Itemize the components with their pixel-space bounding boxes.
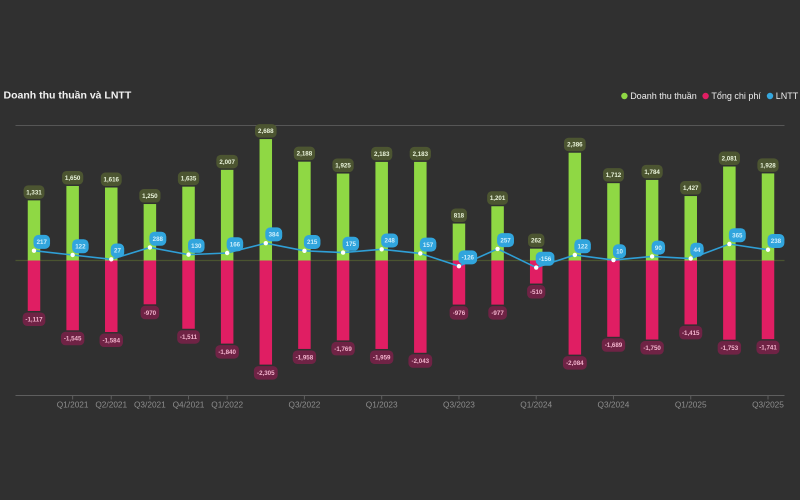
svg-text:365: 365 — [732, 232, 743, 239]
svg-text:2,081: 2,081 — [722, 155, 738, 162]
svg-text:2,688: 2,688 — [258, 128, 274, 135]
svg-text:157: 157 — [423, 242, 434, 249]
svg-text:2,183: 2,183 — [374, 151, 390, 158]
svg-text:Q1/2023: Q1/2023 — [366, 400, 398, 410]
svg-text:-2,043: -2,043 — [412, 358, 430, 365]
svg-text:-1,741: -1,741 — [759, 345, 777, 352]
svg-text:-977: -977 — [491, 310, 504, 317]
svg-text:-1,545: -1,545 — [64, 336, 82, 343]
svg-text:Q3/2021: Q3/2021 — [134, 400, 166, 410]
svg-text:122: 122 — [577, 243, 588, 250]
svg-text:10: 10 — [616, 248, 623, 255]
svg-text:-970: -970 — [144, 310, 157, 317]
svg-text:2,007: 2,007 — [219, 159, 235, 166]
svg-text:2,183: 2,183 — [413, 151, 429, 158]
svg-text:1,635: 1,635 — [181, 176, 197, 183]
svg-text:1,250: 1,250 — [142, 193, 158, 200]
svg-text:217: 217 — [37, 239, 48, 246]
svg-text:-156: -156 — [539, 256, 552, 263]
svg-text:130: 130 — [191, 243, 202, 250]
svg-text:-1,689: -1,689 — [605, 342, 623, 349]
svg-text:Q1/2024: Q1/2024 — [520, 400, 552, 410]
svg-text:-510: -510 — [530, 289, 543, 296]
svg-text:238: 238 — [771, 238, 782, 245]
svg-text:LNTT: LNTT — [776, 91, 799, 101]
svg-text:-1,769: -1,769 — [334, 346, 352, 353]
svg-text:Tổng chi phí: Tổng chi phí — [711, 91, 761, 101]
svg-text:-1,753: -1,753 — [721, 345, 739, 352]
svg-text:122: 122 — [75, 243, 86, 250]
svg-text:-1,750: -1,750 — [643, 345, 661, 352]
svg-text:818: 818 — [454, 213, 465, 220]
svg-text:Q1/2025: Q1/2025 — [675, 400, 707, 410]
svg-text:1,201: 1,201 — [490, 195, 506, 202]
svg-text:166: 166 — [230, 241, 241, 248]
svg-text:1,331: 1,331 — [26, 189, 42, 196]
svg-text:Q1/2022: Q1/2022 — [211, 400, 243, 410]
svg-text:-1,958: -1,958 — [296, 354, 314, 361]
svg-text:215: 215 — [307, 239, 318, 246]
svg-text:2,386: 2,386 — [567, 142, 583, 149]
svg-text:1,427: 1,427 — [683, 185, 699, 192]
svg-text:Q3/2024: Q3/2024 — [598, 400, 630, 410]
svg-text:-1,959: -1,959 — [373, 354, 391, 361]
svg-text:-126: -126 — [462, 255, 475, 262]
svg-text:Q3/2025: Q3/2025 — [752, 400, 784, 410]
svg-text:2,188: 2,188 — [297, 151, 313, 158]
svg-text:Doanh thu thuần và LNTT: Doanh thu thuần và LNTT — [4, 90, 132, 102]
svg-text:1,712: 1,712 — [606, 172, 622, 179]
svg-text:257: 257 — [500, 237, 511, 244]
svg-text:44: 44 — [694, 247, 701, 254]
svg-text:1,784: 1,784 — [644, 169, 660, 176]
svg-text:-2,084: -2,084 — [566, 360, 584, 367]
svg-text:Q2/2021: Q2/2021 — [95, 400, 127, 410]
svg-text:-976: -976 — [453, 310, 466, 317]
svg-text:384: 384 — [269, 232, 280, 239]
svg-text:1,616: 1,616 — [104, 176, 120, 183]
svg-text:Q1/2021: Q1/2021 — [57, 400, 89, 410]
svg-text:Doanh thu thuần: Doanh thu thuần — [630, 91, 697, 101]
svg-text:27: 27 — [114, 248, 121, 255]
svg-text:Q3/2023: Q3/2023 — [443, 400, 475, 410]
svg-text:262: 262 — [531, 238, 542, 245]
svg-text:-1,117: -1,117 — [25, 316, 43, 323]
svg-text:Q3/2022: Q3/2022 — [288, 400, 320, 410]
svg-text:1,925: 1,925 — [335, 163, 351, 170]
svg-text:-2,305: -2,305 — [257, 370, 275, 377]
svg-text:1,650: 1,650 — [65, 175, 81, 182]
svg-text:-1,511: -1,511 — [180, 334, 198, 341]
svg-text:175: 175 — [346, 241, 357, 248]
svg-text:288: 288 — [153, 236, 164, 243]
svg-text:-1,840: -1,840 — [218, 349, 236, 356]
svg-text:-1,415: -1,415 — [682, 330, 700, 337]
svg-text:1,928: 1,928 — [760, 162, 776, 169]
svg-text:Q4/2021: Q4/2021 — [173, 400, 205, 410]
svg-text:90: 90 — [655, 245, 662, 252]
svg-text:248: 248 — [384, 238, 395, 245]
svg-text:-1,584: -1,584 — [102, 337, 120, 344]
